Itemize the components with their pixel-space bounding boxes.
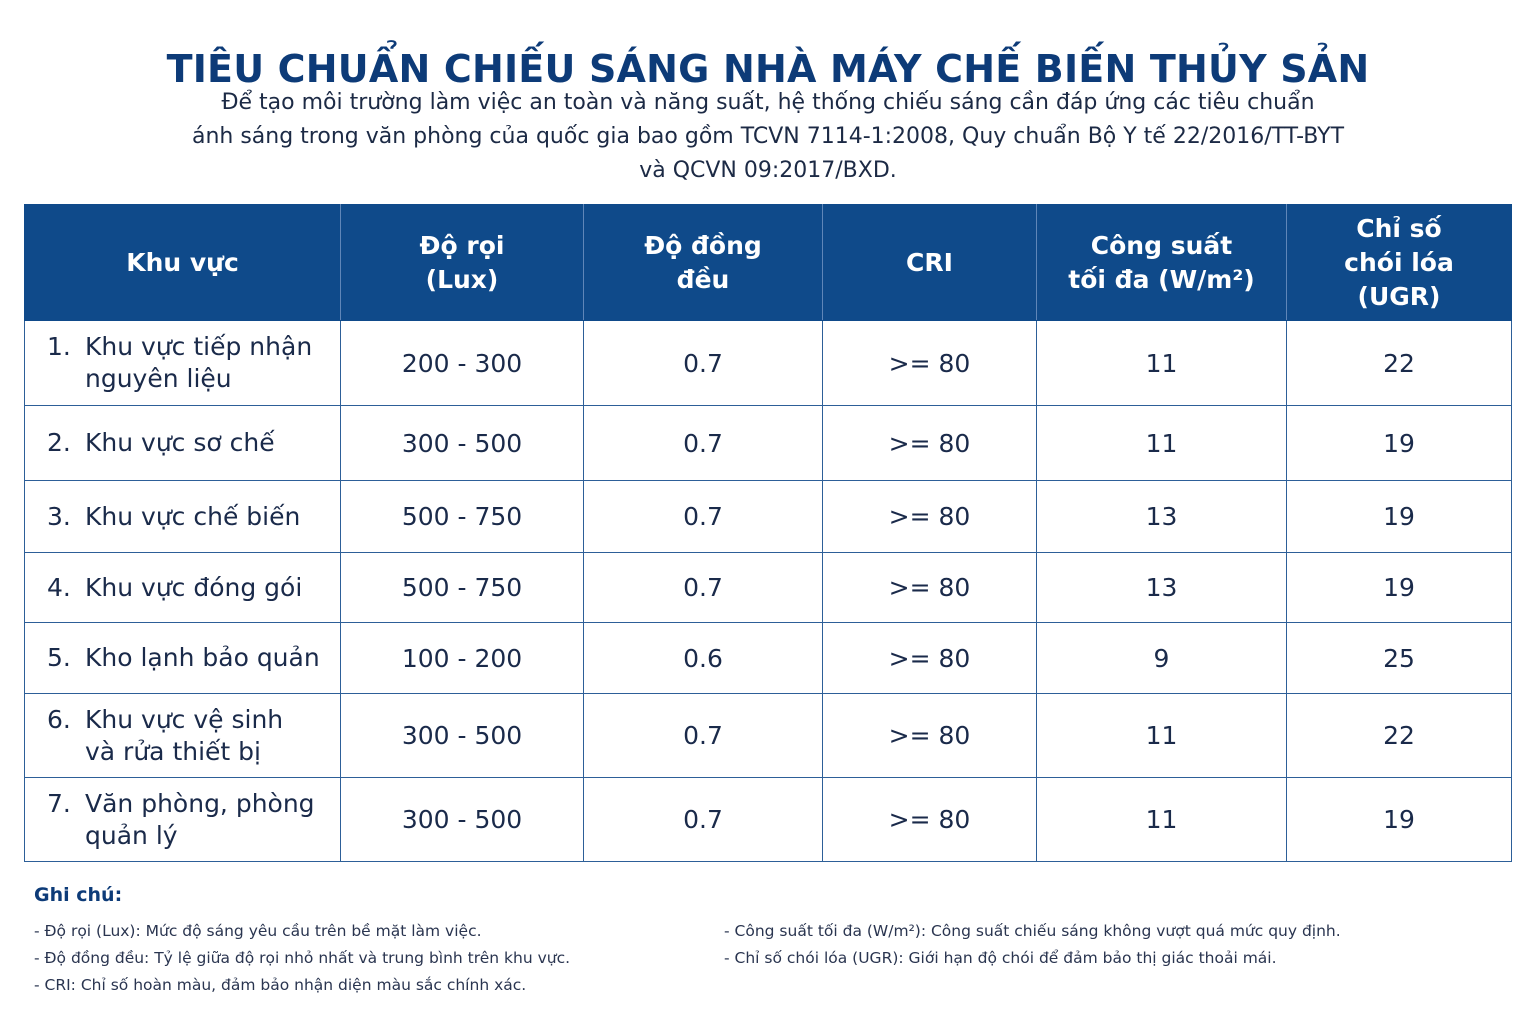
cell-lux: 100 - 200 — [340, 622, 584, 694]
cell-cri: >= 80 — [822, 777, 1037, 862]
cell-lux: 500 - 750 — [340, 480, 584, 553]
header-line: đều — [676, 264, 730, 294]
cell-ugr: 22 — [1286, 693, 1512, 778]
table-header-row: Khu vực Độ rọi (Lux) Độ đồng đều CRI Côn… — [24, 204, 1512, 321]
cell-area: 2. Khu vực sơ chế — [24, 405, 341, 481]
cell-ugr: 25 — [1286, 622, 1512, 694]
cell-lux: 300 - 500 — [340, 693, 584, 778]
area-name-continued: nguyên liệu — [85, 364, 232, 393]
header-line: Độ rọi — [419, 230, 505, 260]
area-name: Khu vực sơ chế — [85, 428, 275, 457]
area-name: Khu vực đóng gói — [85, 572, 303, 602]
cell-power: 13 — [1036, 552, 1287, 623]
cell-area: 6. Khu vực vệ sinh và rửa thiết bị — [24, 693, 341, 778]
note-item: - CRI: Chỉ số hoàn màu, đảm bảo nhận diệ… — [34, 976, 527, 994]
cell-uniformity: 0.7 — [583, 320, 823, 406]
note-item: - Công suất tối đa (W/m²): Công suất chi… — [724, 922, 1341, 940]
area-name: Khu vực chế biến — [85, 501, 301, 531]
header-line: CRI — [906, 247, 953, 277]
cell-ugr: 19 — [1286, 480, 1512, 553]
cell-power: 11 — [1036, 320, 1287, 406]
cell-cri: >= 80 — [822, 405, 1037, 481]
header-line: Khu vực — [126, 247, 239, 277]
area-name-continued: quản lý — [85, 820, 178, 850]
header-uniformity: Độ đồng đều — [583, 204, 823, 321]
cell-lux: 300 - 500 — [340, 405, 584, 481]
header-line: Chỉ số — [1356, 213, 1442, 243]
cell-uniformity: 0.7 — [583, 480, 823, 553]
header-line: (Lux) — [425, 264, 499, 294]
cell-uniformity: 0.7 — [583, 552, 823, 623]
cell-power: 13 — [1036, 480, 1287, 553]
intro-line: Để tạo môi trường làm việc an toàn và nă… — [221, 90, 1315, 115]
cell-area: 4. Khu vực đóng gói — [24, 552, 341, 623]
lighting-standards-table-wrapper: Khu vực Độ rọi (Lux) Độ đồng đều CRI Côn… — [24, 204, 1512, 862]
row-number: 1. — [47, 332, 71, 361]
cell-uniformity: 0.7 — [583, 693, 823, 778]
row-number: 2. — [47, 428, 71, 457]
cell-uniformity: 0.6 — [583, 622, 823, 694]
intro-paragraph: Để tạo môi trường làm việc an toàn và nă… — [150, 86, 1386, 188]
row-number: 4. — [47, 572, 71, 602]
intro-line: ánh sáng trong văn phòng của quốc gia ba… — [191, 124, 1345, 149]
table-row: 5. Kho lạnh bảo quản 100 - 200 0.6 >= 80 … — [24, 622, 1512, 694]
row-number: 6. — [47, 704, 71, 734]
cell-power: 11 — [1036, 693, 1287, 778]
row-number: 5. — [47, 643, 71, 672]
table-row: 7. Văn phòng, phòng quản lý 300 - 500 0.7… — [24, 777, 1512, 862]
cell-area: 1. Khu vực tiếp nhận nguyên liệu — [24, 320, 341, 406]
header-line: chói lóa — [1344, 247, 1454, 277]
cell-cri: >= 80 — [822, 552, 1037, 623]
header-line: Công suất — [1090, 230, 1233, 260]
cell-ugr: 19 — [1286, 777, 1512, 862]
area-name: Kho lạnh bảo quản — [85, 643, 320, 672]
notes-title: Ghi chú: — [34, 884, 123, 906]
note-item: - Độ đồng đều: Tỷ lệ giữa độ rọi nhỏ nhấ… — [34, 949, 571, 967]
intro-line: và QCVN 09:2017/BXD. — [639, 158, 897, 183]
header-line: tối đa (W/m²) — [1068, 264, 1255, 294]
cell-area: 5. Kho lạnh bảo quản — [24, 622, 341, 694]
cell-uniformity: 0.7 — [583, 777, 823, 862]
table-row: 3. Khu vực chế biến 500 - 750 0.7 >= 80 1… — [24, 480, 1512, 553]
cell-area: 3. Khu vực chế biến — [24, 480, 341, 553]
row-number: 7. — [47, 788, 71, 818]
page-title: TIÊU CHUẨN CHIẾU SÁNG NHÀ MÁY CHẾ BIẾN T… — [166, 47, 1370, 92]
notes-left-column: - Độ rọi (Lux): Mức độ sáng yêu cầu trên… — [34, 918, 570, 999]
cell-lux: 200 - 300 — [340, 320, 584, 406]
cell-cri: >= 80 — [822, 480, 1037, 553]
cell-ugr: 19 — [1286, 552, 1512, 623]
table-row: 2. Khu vực sơ chế 300 - 500 0.7 >= 80 11 … — [24, 405, 1512, 481]
header-cri: CRI — [822, 204, 1037, 321]
cell-area: 7. Văn phòng, phòng quản lý — [24, 777, 341, 862]
note-item: - Độ rọi (Lux): Mức độ sáng yêu cầu trên… — [34, 922, 482, 940]
header-lux: Độ rọi (Lux) — [340, 204, 584, 321]
cell-ugr: 22 — [1286, 320, 1512, 406]
cell-power: 11 — [1036, 405, 1287, 481]
area-name: Khu vực vệ sinh — [85, 704, 284, 734]
row-number: 3. — [47, 501, 71, 531]
cell-ugr: 19 — [1286, 405, 1512, 481]
cell-cri: >= 80 — [822, 622, 1037, 694]
area-name: Khu vực tiếp nhận — [85, 332, 313, 361]
cell-cri: >= 80 — [822, 320, 1037, 406]
cell-power: 9 — [1036, 622, 1287, 694]
cell-uniformity: 0.7 — [583, 405, 823, 481]
lighting-standards-table: Khu vực Độ rọi (Lux) Độ đồng đều CRI Côn… — [24, 204, 1512, 862]
area-name: Văn phòng, phòng — [85, 788, 315, 818]
header-power: Công suất tối đa (W/m²) — [1036, 204, 1287, 321]
cell-lux: 300 - 500 — [340, 777, 584, 862]
notes-right-column: - Công suất tối đa (W/m²): Công suất chi… — [724, 918, 1341, 972]
header-line: (UGR) — [1357, 281, 1441, 311]
note-item: - Chỉ số chói lóa (UGR): Giới hạn độ chó… — [724, 949, 1277, 967]
cell-power: 11 — [1036, 777, 1287, 862]
table-row: 6. Khu vực vệ sinh và rửa thiết bị 300 - … — [24, 693, 1512, 778]
table-row: 1. Khu vực tiếp nhận nguyên liệu 200 - 30… — [24, 320, 1512, 406]
header-ugr: Chỉ số chói lóa (UGR) — [1286, 204, 1512, 321]
header-line: Độ đồng — [644, 230, 762, 260]
area-name-continued: và rửa thiết bị — [85, 736, 261, 766]
cell-cri: >= 80 — [822, 693, 1037, 778]
header-area: Khu vực — [24, 204, 341, 321]
cell-lux: 500 - 750 — [340, 552, 584, 623]
table-row: 4. Khu vực đóng gói 500 - 750 0.7 >= 80 1… — [24, 552, 1512, 623]
